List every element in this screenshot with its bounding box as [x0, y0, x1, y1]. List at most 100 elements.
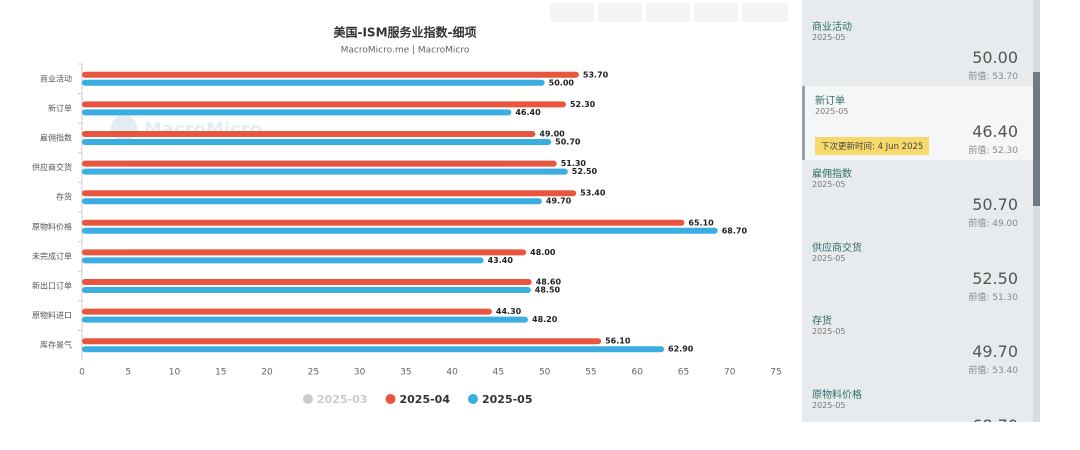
bar [82, 198, 542, 205]
legend-label[interactable]: 2025-03 [317, 393, 368, 406]
edit-button[interactable] [694, 3, 738, 22]
bar [82, 109, 512, 116]
item-name: 原物料价格 [812, 389, 862, 401]
sidebar: 商业活动 2025-05 50.00 前值: 53.70 新订单 2025-05 46.40… [802, 0, 1040, 422]
sidebar-item[interactable]: 新订单 2025-05 46.40 前值: 52.30 下次更新时间: 4 Jun 20… [802, 85, 1034, 160]
y-tick-label: 新出口订单 [32, 281, 72, 291]
value-label: 51.30 [561, 159, 587, 168]
expand-button[interactable] [742, 3, 788, 22]
y-tick-label: 商业活动 [40, 73, 72, 83]
item-value: 46.40 [972, 121, 1018, 141]
value-label: 49.00 [539, 130, 565, 139]
value-label: 48.60 [536, 278, 562, 287]
x-tick-label: 10 [169, 368, 181, 378]
item-value: 49.70 [972, 342, 1018, 361]
item-previous: 前值: 52.30 [968, 145, 1018, 156]
item-date: 2025-05 [812, 180, 846, 189]
value-label: 65.10 [688, 218, 714, 227]
bar [82, 338, 602, 345]
bar [82, 190, 577, 197]
bar [82, 71, 579, 78]
value-label: 44.30 [496, 307, 522, 316]
legend-label[interactable]: 2025-04 [400, 393, 451, 406]
bar [82, 308, 492, 315]
scrollbar[interactable] [1033, 0, 1040, 422]
bar [82, 168, 568, 175]
x-tick-label: 50 [539, 368, 551, 378]
item-value: 68.70 [972, 416, 1018, 423]
bar [82, 219, 685, 226]
bar [82, 279, 532, 285]
x-tick-label: 75 [770, 368, 781, 378]
value-label: 56.10 [605, 337, 631, 346]
bar [82, 79, 545, 86]
x-tick-label: 55 [585, 368, 596, 378]
bar [82, 316, 529, 323]
item-previous: 前值: 49.00 [968, 219, 1018, 229]
value-label: 53.70 [583, 70, 609, 79]
value-label: 49.70 [546, 197, 572, 206]
item-date: 2025-05 [815, 106, 849, 116]
item-date: 2025-05 [812, 400, 846, 410]
x-tick-label: 5 [125, 368, 131, 378]
scrollbar-thumb[interactable] [1033, 72, 1040, 206]
value-label: 50.70 [555, 138, 581, 147]
bar [82, 101, 566, 108]
value-label: 48.00 [530, 248, 556, 257]
value-label: 52.30 [570, 100, 596, 109]
x-tick-label: 30 [354, 368, 366, 378]
image-button[interactable] [646, 3, 690, 22]
bar [82, 227, 718, 234]
update-badge: 下次更新时间: 4 Jun 2025 [815, 136, 930, 155]
value-label: 52.50 [572, 167, 598, 176]
item-name: 雇佣指数 [812, 169, 852, 180]
y-tick-label: 未完成订单 [32, 251, 72, 261]
y-tick-label: 雇佣指数 [40, 133, 72, 143]
x-tick-label: 65 [678, 368, 689, 378]
x-tick-label: 60 [631, 368, 643, 378]
value-label: 43.40 [488, 256, 514, 265]
item-value: 50.00 [972, 48, 1018, 67]
value-label: 48.50 [535, 286, 561, 295]
item-value: 52.50 [972, 268, 1018, 288]
bar [82, 160, 557, 167]
item-date: 2025-05 [812, 253, 846, 263]
y-tick-label: 供应商交货 [32, 162, 72, 172]
item-previous: 前值: 53.70 [968, 72, 1018, 82]
item-name: 存货 [812, 316, 832, 327]
x-tick-label: 25 [308, 368, 319, 378]
x-tick-label: 70 [724, 368, 736, 378]
x-tick-label: 0 [79, 368, 85, 378]
legend-marker [385, 394, 396, 404]
item-value: 50.70 [972, 195, 1018, 214]
sidebar-item[interactable]: 存货 2025-05 49.70 前值: 53.40 [802, 306, 1034, 380]
share-button[interactable] [550, 3, 594, 22]
value-label: 46.40 [515, 108, 541, 117]
x-tick-label: 15 [215, 368, 226, 378]
y-tick-label: 新订单 [48, 103, 72, 113]
legend-label[interactable]: 2025-05 [482, 393, 533, 406]
sidebar-item[interactable]: 雇佣指数 2025-05 50.70 前值: 49.00 [802, 159, 1034, 233]
value-label: 48.20 [532, 315, 558, 324]
bar [82, 287, 531, 293]
settings-button[interactable] [598, 3, 642, 22]
value-label: 68.70 [722, 226, 748, 235]
item-previous: 前值: 53.40 [968, 366, 1018, 376]
chart-subtitle: MacroMicro.me | MacroMicro [341, 46, 470, 56]
item-previous: 前值: 51.30 [968, 292, 1018, 303]
y-tick-label: 库存景气 [40, 340, 72, 350]
sidebar-item[interactable]: 商业活动 2025-05 50.00 前值: 53.70 [802, 12, 1034, 86]
y-tick-label: 存货 [56, 192, 72, 202]
toolbar [550, 3, 788, 22]
bar [82, 346, 665, 353]
legend-marker [468, 394, 478, 404]
watermark-logo [111, 115, 137, 141]
item-name: 供应商交货 [812, 242, 862, 254]
bar [82, 257, 484, 264]
sidebar-item[interactable]: 供应商交货 2025-05 52.50 前值: 51.30 [802, 233, 1034, 307]
item-name: 商业活动 [812, 22, 852, 33]
bar [82, 131, 536, 137]
bar [82, 249, 527, 256]
